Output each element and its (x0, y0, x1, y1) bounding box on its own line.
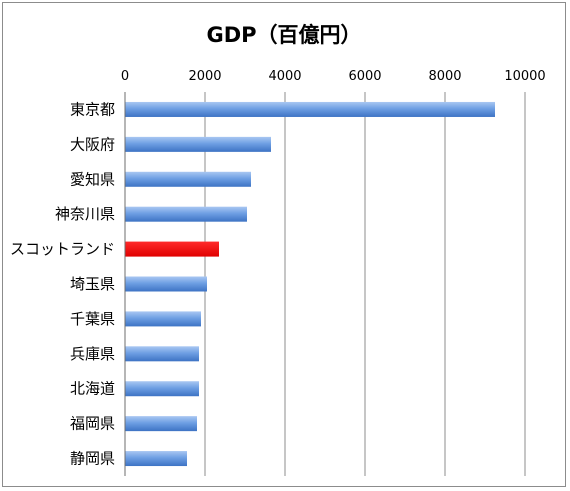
bar (125, 101, 495, 117)
bar (125, 451, 187, 467)
bar (125, 171, 251, 187)
bar (125, 381, 199, 397)
chart-frame: GDP（百億円） 0 2000 4000 6000 8000 10000 東京都大阪府愛知… (2, 2, 566, 487)
chart-title: GDP（百億円） (206, 23, 361, 47)
category-label: 福岡県 (70, 415, 115, 433)
bar-highlighted (125, 241, 219, 257)
x-axis-ticks: 0 2000 4000 6000 8000 10000 (121, 69, 546, 84)
bar (125, 136, 271, 152)
category-label: 神奈川県 (55, 205, 115, 223)
x-tick-label: 4000 (268, 69, 301, 84)
category-label: 千葉県 (70, 310, 115, 328)
category-label: 静岡県 (70, 450, 115, 468)
bar (125, 416, 197, 432)
x-tick-label: 6000 (348, 69, 381, 84)
x-tick-label: 2000 (188, 69, 221, 84)
bar (125, 346, 199, 362)
category-label: 埼玉県 (70, 275, 115, 293)
x-tick-label: 8000 (428, 69, 461, 84)
category-label: 兵庫県 (70, 345, 115, 363)
bars (125, 101, 495, 467)
bar (125, 206, 247, 222)
category-label: スコットランド (10, 240, 115, 258)
bar (125, 311, 201, 327)
category-label: 北海道 (70, 380, 115, 398)
category-label: 大阪府 (70, 135, 115, 153)
bar (125, 276, 207, 292)
bar-chart: GDP（百億円） 0 2000 4000 6000 8000 10000 東京都大阪府愛知… (10, 23, 546, 476)
category-label: 愛知県 (70, 170, 115, 188)
x-tick-label: 0 (121, 69, 129, 84)
x-tick-label: 10000 (504, 69, 545, 84)
category-label: 東京都 (70, 100, 115, 118)
